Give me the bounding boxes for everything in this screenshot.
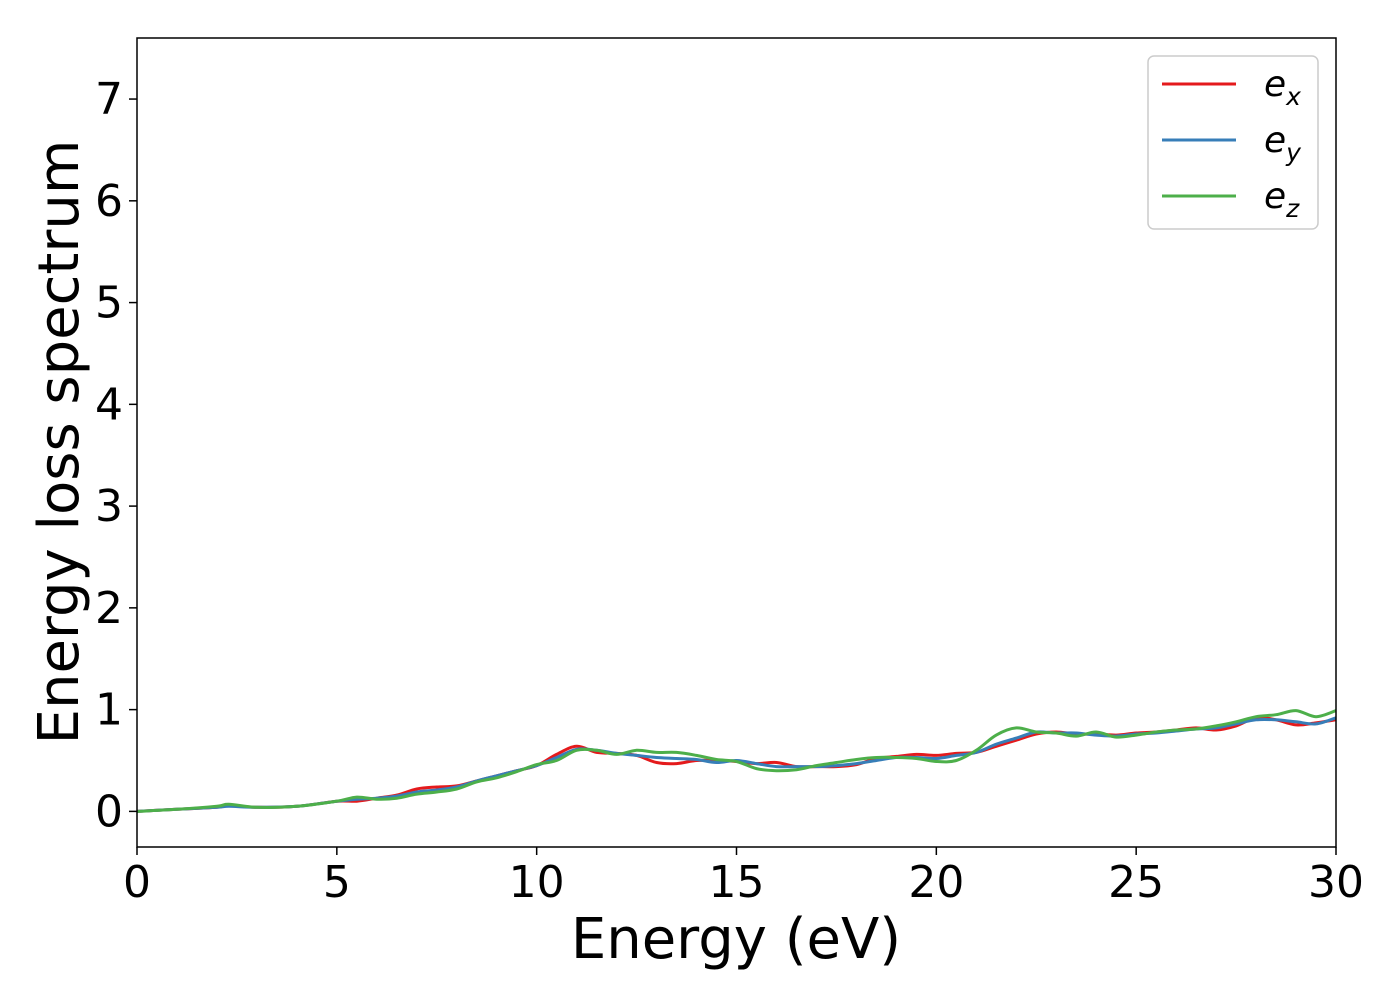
y-axis: 0 1 2 3 4 5 6 7 [95,74,137,837]
x-axis: 0 5 10 15 20 25 30 [123,847,1364,908]
x-axis-title: Energy (eV) [571,907,901,972]
x-tick-label: 15 [709,857,765,908]
y-axis-title: Energy loss spectrum [27,140,92,745]
y-tick-label: 6 [95,176,123,227]
y-tick-label: 1 [95,685,123,736]
y-tick-label: 4 [95,379,123,430]
x-tick-label: 10 [509,857,565,908]
y-tick-label: 7 [95,74,123,125]
x-tick-label: 30 [1308,857,1364,908]
series-layer [136,37,1337,848]
series-line-z [136,709,1337,813]
legend-box [1147,55,1319,230]
y-tick-label: 3 [95,481,123,532]
x-tick-label: 0 [123,857,151,908]
x-tick-label: 5 [323,857,351,908]
y-tick-label: 5 [95,278,123,329]
x-tick-label: 20 [908,857,964,908]
y-tick-label: 0 [95,786,123,837]
y-tick-label: 2 [95,583,123,634]
x-tick-label: 25 [1108,857,1164,908]
